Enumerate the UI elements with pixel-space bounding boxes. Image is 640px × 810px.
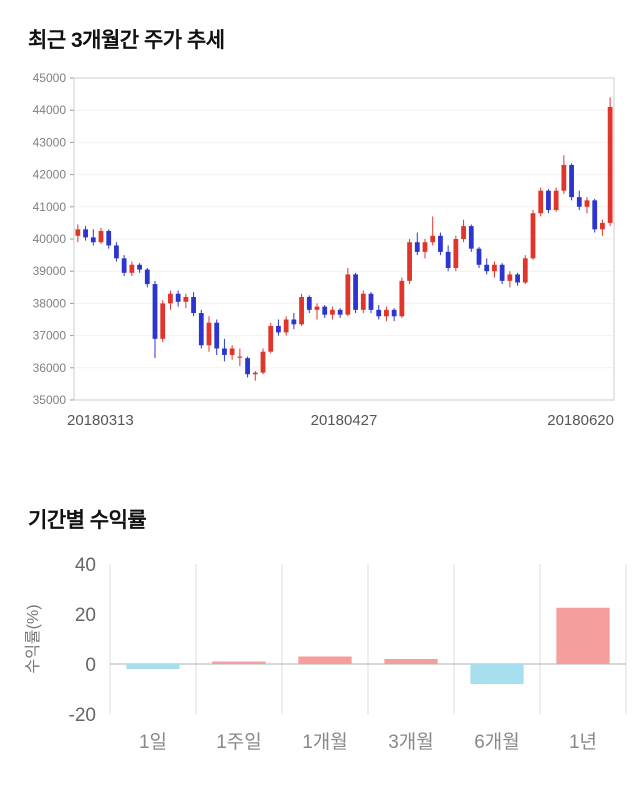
svg-text:36000: 36000: [33, 361, 67, 375]
svg-text:20180313: 20180313: [67, 412, 134, 429]
bar-6개월: [470, 664, 524, 684]
svg-text:1주일: 1주일: [216, 731, 262, 753]
bar-3개월: [384, 659, 438, 664]
y-axis-label: 수익률(%): [24, 604, 42, 673]
price-chart: 35000 36000 37000 38000 39000 40000 41000 42000…: [0, 70, 640, 442]
y-axis: 40 20 0 -20: [69, 555, 96, 726]
x-axis: 20180313 20180427 20180620: [67, 412, 614, 429]
svg-text:44000: 44000: [33, 103, 67, 117]
svg-text:40000: 40000: [33, 232, 67, 246]
svg-text:41000: 41000: [33, 200, 67, 214]
price-candlestick-chart: 35000 36000 37000 38000 39000 40000 41000 42000…: [33, 71, 615, 429]
svg-text:35000: 35000: [33, 393, 67, 407]
svg-text:20: 20: [75, 605, 96, 626]
svg-text:20180620: 20180620: [547, 412, 614, 429]
svg-text:3개월: 3개월: [388, 731, 434, 753]
category-separators: [109, 564, 627, 714]
svg-text:-20: -20: [69, 705, 96, 726]
svg-text:38000: 38000: [33, 296, 67, 310]
svg-text:1개월: 1개월: [302, 731, 348, 753]
svg-text:42000: 42000: [33, 168, 67, 182]
svg-text:0: 0: [85, 655, 96, 676]
returns-bar-chart: 40 20 0 -20 1일 1주일 1개월 3개월 6개월 1년 수익률(%): [24, 555, 627, 753]
bar-1주일: [212, 661, 266, 664]
return-chart: 40 20 0 -20 1일 1주일 1개월 3개월 6개월 1년 수익률(%): [0, 552, 640, 770]
period-return-title: 기간별 수익률: [28, 509, 147, 532]
svg-text:6개월: 6개월: [474, 731, 520, 753]
svg-text:43000: 43000: [33, 135, 67, 149]
bar-1일: [126, 664, 180, 669]
price-trend-title: 최근 3개월간 주가 추세: [28, 29, 225, 52]
svg-text:40: 40: [75, 555, 96, 576]
candles: [75, 97, 613, 381]
y-axis: 35000 36000 37000 38000 39000 40000 41000 42000…: [33, 71, 74, 407]
svg-text:1년: 1년: [569, 731, 597, 753]
bar-1년: [556, 607, 610, 664]
svg-text:1일: 1일: [139, 731, 167, 753]
bar-1개월: [298, 656, 352, 664]
svg-text:20180427: 20180427: [311, 412, 378, 429]
x-axis: 1일 1주일 1개월 3개월 6개월 1년: [139, 731, 597, 753]
svg-text:37000: 37000: [33, 329, 67, 343]
svg-text:45000: 45000: [33, 71, 67, 85]
svg-text:39000: 39000: [33, 264, 67, 278]
bars: [126, 607, 610, 684]
